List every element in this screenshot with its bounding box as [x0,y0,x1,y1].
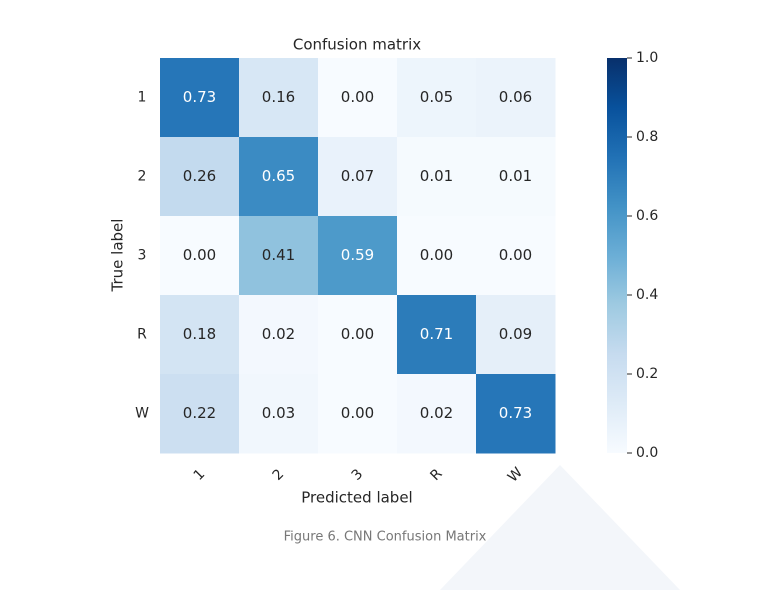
colorbar-tick-label: 0.0 [636,445,658,461]
cell-label: 0.00 [341,325,374,343]
cell [160,137,240,217]
cell-label: 0.03 [262,404,295,422]
cell [318,374,398,454]
cell [160,295,240,375]
cell-label: 0.02 [262,325,295,343]
cell [318,216,398,296]
cell [476,58,556,138]
cell-label: 0.59 [341,246,374,264]
cell-label: 0.09 [499,325,532,343]
colorbar-tick-label: 0.6 [636,208,658,224]
cell [239,374,319,454]
y-tick-label: W [135,406,149,422]
colorbar-tick-label: 0.2 [636,366,658,382]
x-tick-label: 3 [349,466,367,484]
cell [318,295,398,375]
cell [239,216,319,296]
cell-label: 0.26 [183,167,216,185]
y-tick-label: 3 [138,248,147,264]
cell-label: 0.07 [341,167,374,185]
y-tick-label: 1 [138,90,147,106]
y-tick-label: 2 [138,169,147,185]
cell-label: 0.41 [262,246,295,264]
cell-label: 0.00 [341,404,374,422]
colorbar-tick-label: 1.0 [636,50,658,66]
cell [397,295,477,375]
cell [318,137,398,217]
cell-label: 0.06 [499,88,532,106]
cell [476,137,556,217]
cell-label: 0.16 [262,88,295,106]
cell [160,216,240,296]
cell [476,216,556,296]
cell-label: 0.00 [341,88,374,106]
cell-label: 0.01 [420,167,453,185]
cell-label: 0.73 [183,88,216,106]
colorbar-tick-label: 0.8 [636,129,658,145]
cell-label: 0.71 [420,325,453,343]
colorbar [607,58,627,453]
cell-label: 0.22 [183,404,216,422]
decoration [440,465,680,590]
cell [476,295,556,375]
colorbar-tick-label: 0.4 [636,287,658,303]
cell [160,58,240,138]
cell-label: 0.00 [499,246,532,264]
chart-title: Confusion matrix [293,36,421,54]
cell-label: 0.65 [262,167,295,185]
cell [239,295,319,375]
cell [397,58,477,138]
x-axis-label: Predicted label [301,489,412,507]
y-axis-label: True label [109,219,127,293]
x-tick-label: R [427,466,445,484]
cell-label: 0.05 [420,88,453,106]
caption: Figure 6. CNN Confusion Matrix [284,530,487,545]
cell [476,374,556,454]
x-tick-label: 1 [191,466,209,484]
cell-label: 0.02 [420,404,453,422]
x-tick-label: 2 [270,466,288,484]
cell-label: 0.73 [499,404,532,422]
cell-label: 0.18 [183,325,216,343]
y-tick-label: R [137,327,147,343]
cell [239,137,319,217]
cell [397,374,477,454]
cell [397,216,477,296]
cell [397,137,477,217]
cell [239,58,319,138]
cell [160,374,240,454]
cell-label: 0.00 [420,246,453,264]
cell [318,58,398,138]
x-tick-label: W [505,464,526,485]
cell-label: 0.00 [183,246,216,264]
cell-label: 0.01 [499,167,532,185]
